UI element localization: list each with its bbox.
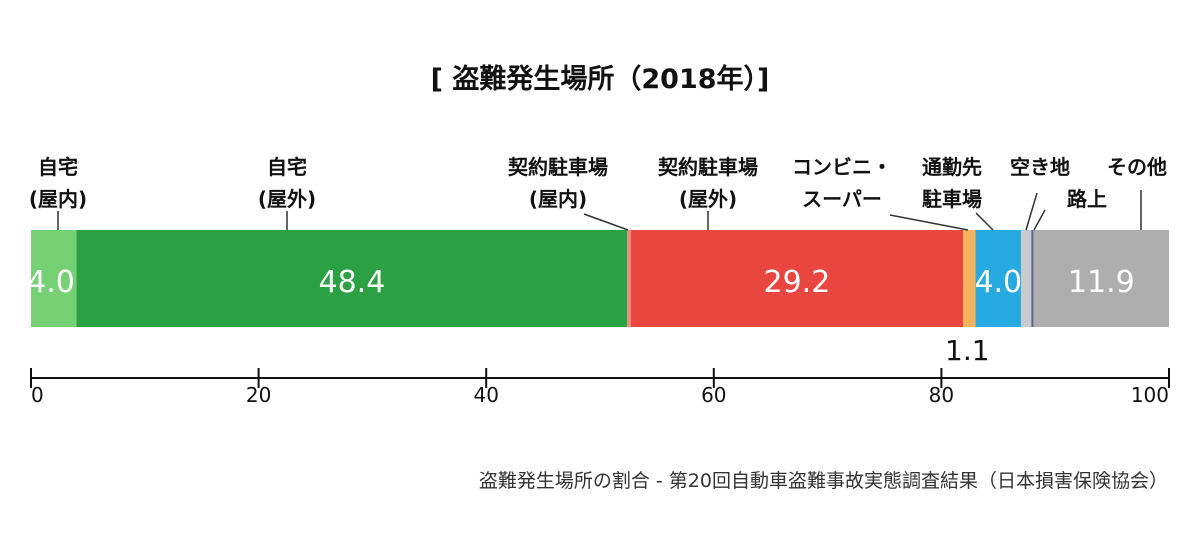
category-label: その他	[1107, 155, 1167, 179]
bar-segment	[31, 230, 77, 327]
value-label: 4.0	[974, 265, 1022, 300]
bar-segment	[1021, 230, 1032, 327]
category-label: コンビニ・	[792, 155, 892, 179]
category-label: (屋外)	[258, 187, 316, 211]
leader-line	[975, 212, 994, 231]
category-label: 自宅	[38, 155, 78, 179]
chart-source: 盗難発生場所の割合 - 第20回自動車盗難事故実態調査結果（日本損害保険協会）	[479, 470, 1168, 492]
category-label: スーパー	[802, 187, 882, 211]
category-label: 駐車場	[922, 187, 982, 211]
value-label: 11.9	[1068, 265, 1135, 300]
category-label: 自宅	[267, 155, 307, 179]
value-label: 1.1	[945, 334, 990, 367]
category-label: (屋内)	[29, 187, 87, 211]
leader-line	[1033, 209, 1046, 231]
value-label: 48.4	[319, 265, 386, 300]
bar-segment	[76, 230, 628, 327]
bar-segment	[1033, 230, 1169, 327]
bar-segment	[975, 230, 1022, 327]
category-label: 空き地	[1010, 155, 1070, 179]
bar-segment	[963, 230, 976, 327]
leader-line	[583, 213, 629, 231]
leader-line	[889, 214, 969, 231]
category-label: 契約駐車場	[657, 155, 758, 179]
x-axis-tick-label: 60	[701, 383, 726, 407]
category-label: 契約駐車場	[507, 155, 608, 179]
x-axis-tick-label: 20	[246, 383, 271, 407]
value-label: 29.2	[764, 265, 831, 300]
x-axis-tick-label: 40	[473, 383, 498, 407]
leader-line	[1025, 192, 1038, 231]
bar-segment	[630, 230, 964, 327]
x-axis-tick-label: 0	[31, 383, 44, 407]
category-label: 路上	[1067, 187, 1107, 211]
bar-segment	[1031, 230, 1034, 327]
value-label: 4.0	[27, 265, 75, 300]
chart-title: [ 盗難発生場所（2018年）]	[431, 63, 770, 95]
category-label: (屋内)	[529, 187, 587, 211]
category-label: 通勤先	[922, 155, 982, 179]
category-label: (屋外)	[679, 187, 737, 211]
x-axis-tick-label: 80	[929, 383, 954, 407]
bar-segment	[627, 230, 631, 327]
x-axis-tick-label: 100	[1131, 383, 1169, 407]
